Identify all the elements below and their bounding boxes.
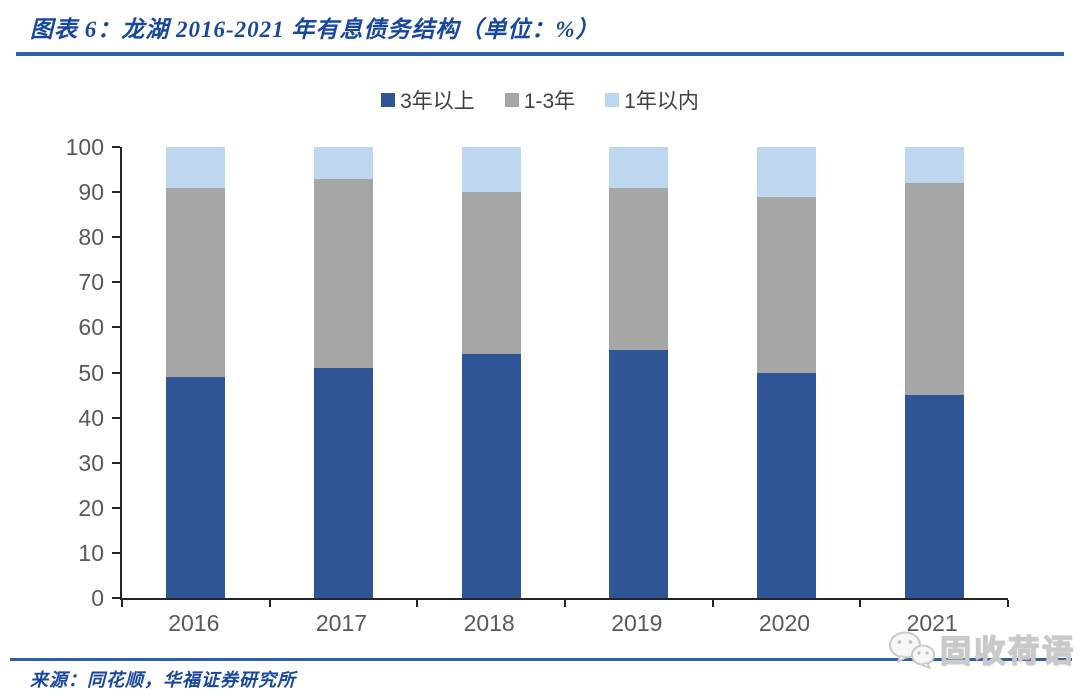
- x-category-label: 2020: [758, 610, 811, 636]
- legend-label: 3年以上: [400, 90, 475, 113]
- bar-segment-2021-1-3年: [904, 183, 964, 396]
- y-tick-label: 80: [78, 224, 104, 251]
- bar-segment-2018-1年以内: [461, 147, 521, 193]
- bar-segment-2021-1年以内: [904, 147, 964, 184]
- bar-segment-2018-3年以上: [461, 354, 521, 598]
- watermark-text: 固收荷语: [939, 633, 1076, 669]
- wechat-icon: [889, 631, 935, 669]
- chart-plot-area: [112, 146, 1009, 607]
- bar-segment-2017-3年以上: [314, 368, 373, 598]
- y-tick: [112, 416, 120, 419]
- y-tick-label: 40: [78, 404, 104, 431]
- source-text: 来源：同花顺，华福证券研究所: [30, 670, 296, 690]
- bar-segment-2019-3年以上: [609, 349, 669, 598]
- y-tick: [112, 236, 120, 239]
- legend-label: 1年以内: [624, 90, 699, 113]
- y-tick: [112, 371, 120, 374]
- bar-segment-2020-3年以上: [757, 372, 816, 598]
- bar-segment-2018-1-3年: [461, 192, 521, 355]
- legend-marker-icon: [605, 93, 620, 107]
- bar-segment-2016-1-3年: [166, 187, 226, 378]
- y-tick: [112, 326, 120, 329]
- y-tick-label: 20: [78, 494, 104, 521]
- y-tick: [112, 551, 120, 554]
- footer-rule: [10, 658, 1072, 661]
- watermark: 固收荷语: [886, 626, 1076, 671]
- x-tick: [1007, 600, 1009, 607]
- title-rule: [16, 52, 1064, 56]
- x-category-label: 2017: [315, 610, 368, 636]
- figure-title: 图表 6：龙湖 2016-2021 年有息债务结构（单位：%）: [30, 17, 600, 42]
- y-tick: [112, 461, 120, 464]
- y-tick-label: 100: [65, 134, 104, 160]
- y-tick: [112, 146, 120, 148]
- x-tick: [268, 600, 271, 607]
- x-tick: [121, 600, 123, 607]
- y-tick: [112, 506, 120, 509]
- legend-item-0: 3年以上: [381, 85, 475, 115]
- bar-segment-2017-1年以内: [314, 147, 373, 179]
- legend-marker-icon: [504, 93, 519, 107]
- bar-segment-2020-1年以内: [757, 147, 816, 197]
- bar-segment-2020-1-3年: [757, 196, 816, 373]
- y-tick-label: 60: [78, 314, 104, 341]
- y-tick-label: 50: [78, 359, 104, 386]
- x-category-label: 2018: [463, 610, 515, 636]
- x-category-label: 2021: [906, 610, 958, 636]
- bar-segment-2021-3年以上: [904, 395, 964, 598]
- x-tick: [711, 600, 714, 607]
- x-tick: [416, 600, 419, 607]
- bar-segment-2019-1年以内: [609, 147, 669, 188]
- y-tick-label: 10: [78, 539, 104, 566]
- y-tick: [112, 597, 120, 599]
- legend-label: 1-3年: [523, 90, 576, 113]
- x-category-label: 2019: [611, 610, 663, 636]
- chart-legend: 3年以上 1-3年 1年以内: [0, 85, 1080, 115]
- bar-segment-2016-1年以内: [166, 147, 226, 188]
- y-tick-label: 70: [78, 269, 104, 296]
- bar-segment-2019-1-3年: [609, 187, 669, 350]
- x-tick: [859, 600, 862, 607]
- y-tick-label: 30: [78, 449, 104, 476]
- x-category-label: 2016: [168, 610, 220, 636]
- bar-segment-2017-1-3年: [314, 178, 373, 368]
- y-tick-label: 90: [78, 179, 104, 206]
- legend-marker-icon: [381, 93, 396, 107]
- legend-item-1: 1-3年: [504, 85, 576, 115]
- bar-segment-2016-3年以上: [166, 377, 226, 598]
- y-tick-label: 0: [91, 585, 104, 611]
- legend-item-2: 1年以内: [605, 85, 699, 115]
- y-tick: [112, 191, 120, 194]
- y-tick: [112, 281, 120, 284]
- x-tick: [564, 600, 566, 607]
